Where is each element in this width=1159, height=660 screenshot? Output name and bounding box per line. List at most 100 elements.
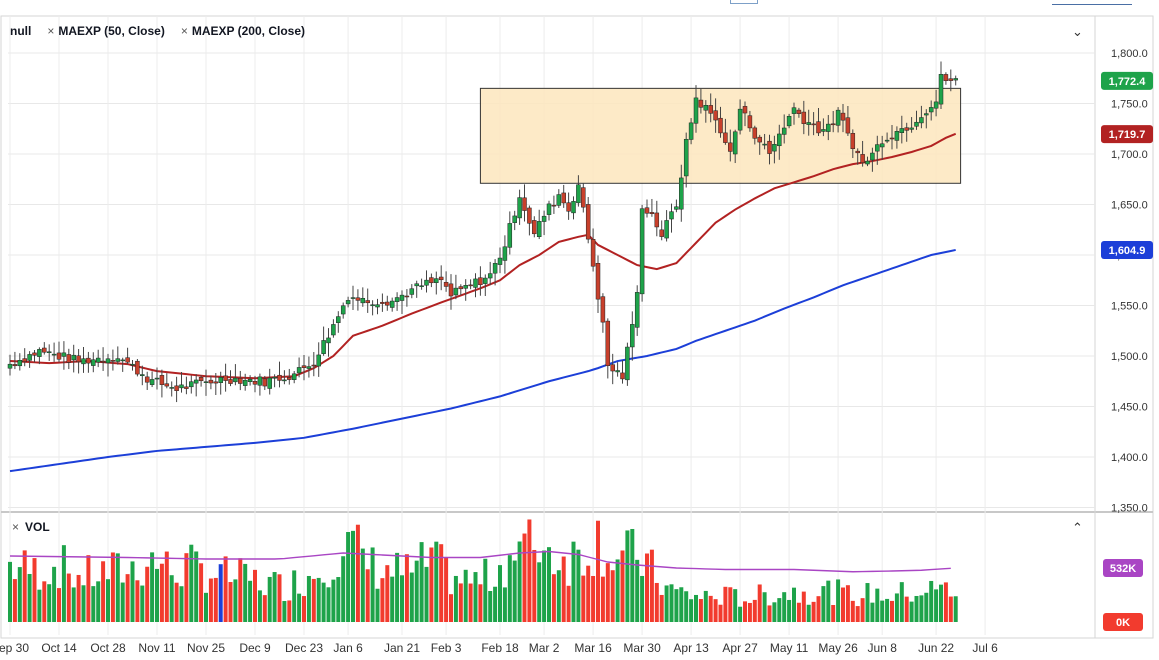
close-icon[interactable]: ×	[180, 24, 188, 38]
price-tick-label: 1,650.0	[1111, 200, 1148, 212]
candle-body	[693, 97, 699, 124]
candle-body	[879, 143, 885, 148]
candle-body	[252, 380, 258, 385]
volume-bar	[159, 563, 164, 622]
volume-bar	[439, 544, 444, 622]
candle-body	[644, 207, 650, 214]
candle-body	[409, 288, 415, 295]
volume-bar	[321, 582, 326, 622]
candle-body	[458, 286, 464, 290]
volume-bar	[194, 551, 199, 622]
candle-body	[326, 337, 331, 344]
candle-body	[468, 284, 473, 287]
legend-study-ema200: × MAEXP (200, Close)	[181, 24, 305, 38]
volume-bar	[375, 588, 380, 622]
volume-bar	[821, 586, 826, 622]
candle-body	[350, 297, 356, 299]
time-axis: Sep 30 Oct 14 Oct 28 Nov 11 Nov 25 Dec 9 Dec 2…	[0, 641, 998, 655]
candle-body	[507, 223, 513, 248]
price-tick-label: 1,700.0	[1111, 149, 1148, 161]
volume-bar	[76, 574, 81, 622]
volume-bar	[924, 592, 929, 622]
volume-bar	[316, 577, 321, 622]
candle-body	[71, 354, 76, 361]
candle-body	[487, 273, 493, 279]
volume-bar	[845, 585, 850, 622]
volume-bar	[620, 550, 625, 622]
volume-bar	[502, 587, 507, 622]
volume-bar	[826, 580, 831, 622]
candle-body	[899, 128, 905, 133]
candle-body	[429, 277, 434, 284]
volume-bar	[919, 595, 924, 622]
candle-body	[566, 202, 571, 212]
volume-bar	[213, 577, 218, 622]
volume-bar	[723, 586, 728, 622]
price-tick-label: 1,450.0	[1111, 402, 1148, 414]
candle-body	[581, 187, 586, 208]
close-icon[interactable]: ×	[47, 24, 55, 38]
candle-body	[943, 74, 949, 81]
legend-study-ema50: × MAEXP (50, Close)	[47, 24, 165, 38]
candle-body	[620, 372, 625, 380]
candle-body	[713, 110, 718, 121]
volume-bar	[483, 558, 488, 622]
price-badge	[1101, 71, 1153, 90]
volume-bar	[664, 585, 669, 622]
candle-body	[66, 354, 72, 363]
candle-body	[149, 379, 155, 385]
volume-badge	[1103, 613, 1143, 631]
volume-bar	[414, 560, 419, 622]
candle-body	[414, 283, 419, 287]
candle-body	[737, 108, 743, 131]
chart-legend: null × MAEXP (50, Close) × MAEXP (200, C…	[10, 24, 305, 38]
volume-bar	[32, 558, 37, 622]
volume-bar	[527, 519, 532, 622]
candle-body	[625, 346, 630, 381]
time-tick-label: Apr 27	[722, 641, 758, 655]
price-tick-label: 1,400.0	[1111, 452, 1148, 464]
volume-bar	[772, 602, 777, 622]
toolbar-link-fragment[interactable]	[1052, 0, 1132, 5]
price-badge-label: 1,604.9	[1109, 245, 1146, 257]
candle-body	[198, 376, 204, 382]
volume-bar	[164, 551, 169, 622]
candle-body	[786, 116, 792, 127]
close-icon[interactable]: ×	[12, 520, 20, 534]
candle-body	[938, 74, 944, 105]
volume-bar	[385, 565, 390, 622]
volume-bar	[243, 563, 248, 622]
volume-bar	[12, 579, 17, 622]
volume-bar	[743, 601, 747, 622]
volume-bar	[640, 575, 645, 622]
volume-bar	[424, 566, 429, 622]
candle-body	[399, 294, 405, 301]
time-tick-label: Nov 11	[138, 641, 175, 655]
ema-200-line	[9, 248, 956, 473]
candle-body	[56, 352, 62, 360]
candle-body	[389, 300, 395, 308]
chevron-up-icon[interactable]: ⌃	[1072, 520, 1083, 535]
candle-body	[394, 297, 400, 302]
volume-bar	[326, 587, 331, 622]
legend-main-label: null	[10, 24, 32, 38]
candle-body	[22, 358, 27, 363]
volume-bar	[267, 576, 272, 622]
candle-body	[801, 111, 807, 124]
candle-body	[424, 279, 429, 286]
volume-bar	[17, 567, 22, 622]
candle-body	[536, 221, 542, 237]
candle-body	[884, 139, 890, 142]
volume-bar	[429, 547, 434, 622]
price-badge	[1101, 125, 1153, 144]
volume-bar	[806, 604, 811, 622]
chevron-down-icon[interactable]: ⌄	[1072, 24, 1083, 39]
candle-body	[140, 374, 145, 377]
candle-body	[218, 377, 223, 383]
volume-bar	[929, 580, 934, 622]
volume-bar	[458, 583, 463, 622]
candle-body	[826, 123, 831, 132]
volume-bar	[792, 587, 796, 622]
ema-50-line	[9, 132, 957, 380]
